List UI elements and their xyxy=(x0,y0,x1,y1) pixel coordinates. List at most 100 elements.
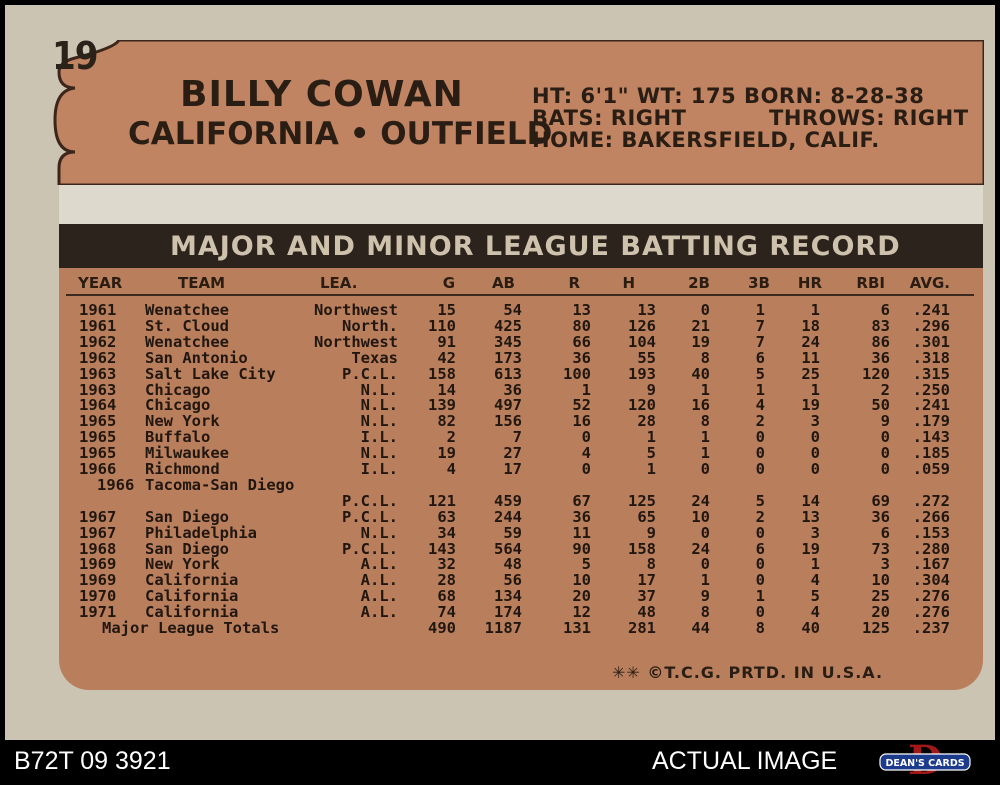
totals-cell: .237 xyxy=(912,619,950,637)
table-cell: 1966 xyxy=(97,475,135,494)
table-cell: 19 xyxy=(801,396,820,415)
table-cell: N.L. xyxy=(360,523,398,542)
table-cell: 0 xyxy=(880,428,890,447)
table-cell: 13 xyxy=(637,301,656,319)
table-cell: 1 xyxy=(755,301,765,319)
table-cell: 1967 xyxy=(79,507,117,526)
table-cell: 55 xyxy=(637,348,656,367)
table-cell: .272 xyxy=(912,491,950,510)
table-cell: 104 xyxy=(628,332,656,351)
table-cell: A.L. xyxy=(360,603,398,622)
card-number: 19 xyxy=(52,34,99,78)
table-cell: 50 xyxy=(871,396,890,415)
table-cell: 0 xyxy=(755,428,765,447)
table-cell: 11 xyxy=(801,348,820,367)
table-cell: 0 xyxy=(755,460,765,478)
table-cell: .315 xyxy=(912,364,950,383)
table-cell: 1 xyxy=(581,380,591,399)
table-cell: 18 xyxy=(801,316,820,335)
table-cell: 156 xyxy=(494,412,522,431)
column-header-lea: LEA. xyxy=(320,274,358,292)
table-cell: 120 xyxy=(628,396,656,415)
table-cell: 1961 xyxy=(79,316,117,335)
table-cell: I.L. xyxy=(360,460,398,478)
table-cell: 7 xyxy=(755,316,765,335)
table-cell: A.L. xyxy=(360,571,398,590)
table-cell: 5 xyxy=(581,555,591,574)
table-cell: 69 xyxy=(871,491,890,510)
table-cell: 14 xyxy=(437,380,456,399)
table-cell: 34 xyxy=(437,523,456,542)
table-cell: California xyxy=(145,603,239,622)
table-cell: 0 xyxy=(755,523,765,542)
table-cell: 0 xyxy=(755,444,765,463)
table-cell: P.C.L. xyxy=(342,491,398,510)
table-cell: 158 xyxy=(628,539,656,558)
totals-cell: 131 xyxy=(563,619,591,637)
table-cell: 20 xyxy=(572,587,591,606)
info-height-weight-born: HT: 6'1" WT: 175 BORN: 8-28-38 xyxy=(532,84,925,108)
table-cell: 1 xyxy=(810,380,820,399)
table-cell: 6 xyxy=(755,539,765,558)
table-cell: 4 xyxy=(446,460,456,478)
table-cell: 193 xyxy=(628,364,656,383)
table-cell: 90 xyxy=(572,539,591,558)
table-cell: Northwest xyxy=(314,332,398,351)
table-cell: 0 xyxy=(700,523,710,542)
table-cell: Wenatchee xyxy=(145,332,229,351)
table-cell: 59 xyxy=(503,523,522,542)
table-cell: .179 xyxy=(912,412,950,431)
table-cell: 1962 xyxy=(79,348,117,367)
table-cell: 37 xyxy=(637,587,656,606)
column-header-h: H xyxy=(622,274,635,292)
table-cell: .304 xyxy=(912,571,950,590)
table-cell: 564 xyxy=(494,539,522,558)
table-cell: Chicago xyxy=(145,396,211,415)
table-cell: 6 xyxy=(755,348,765,367)
title-band xyxy=(59,224,983,268)
table-cell: 2 xyxy=(880,380,890,399)
table-cell: 1 xyxy=(755,587,765,606)
table-cell: 74 xyxy=(437,603,456,622)
table-cell: 14 xyxy=(801,491,820,510)
table-cell: California xyxy=(145,587,239,606)
table-cell: 91 xyxy=(437,332,456,351)
table-cell: 3 xyxy=(810,523,820,542)
table-cell: .185 xyxy=(912,444,950,463)
info-throws: THROWS: RIGHT xyxy=(769,106,969,130)
table-cell: 4 xyxy=(755,396,765,415)
table-cell: 8 xyxy=(700,412,710,431)
table-cell: 3 xyxy=(810,412,820,431)
stats-panel xyxy=(59,268,983,690)
table-cell: 0 xyxy=(810,428,820,447)
table-cell: A.L. xyxy=(360,555,398,574)
table-cell: 20 xyxy=(871,603,890,622)
column-header-hr: HR xyxy=(797,274,822,292)
table-cell: Philadelphia xyxy=(145,523,257,542)
table-cell: 82 xyxy=(437,412,456,431)
totals-cell: 1187 xyxy=(484,619,522,637)
table-cell: 1961 xyxy=(79,301,117,319)
column-header-avg: AVG. xyxy=(909,274,950,292)
table-cell: P.C.L. xyxy=(342,539,398,558)
totals-cell: 44 xyxy=(691,619,710,637)
table-cell: 5 xyxy=(755,491,765,510)
table-cell: Richmond xyxy=(145,460,220,478)
table-cell: N.L. xyxy=(360,380,398,399)
table-cell: 24 xyxy=(691,491,710,510)
column-header-team: TEAM xyxy=(178,274,226,292)
table-cell: P.C.L. xyxy=(342,507,398,526)
table-cell: 5 xyxy=(810,587,820,606)
table-cell: 24 xyxy=(691,539,710,558)
table-cell: 1966 xyxy=(79,460,117,478)
table-cell: 1971 xyxy=(79,603,117,622)
table-cell: 42 xyxy=(437,348,456,367)
table-cell: .266 xyxy=(912,507,950,526)
table-cell: 1 xyxy=(700,380,710,399)
table-cell: 4 xyxy=(810,571,820,590)
table-cell: 134 xyxy=(494,587,522,606)
table-cell: 0 xyxy=(700,301,710,319)
table-cell: 0 xyxy=(700,555,710,574)
table-cell: 28 xyxy=(437,571,456,590)
table-cell: 1 xyxy=(646,460,656,478)
